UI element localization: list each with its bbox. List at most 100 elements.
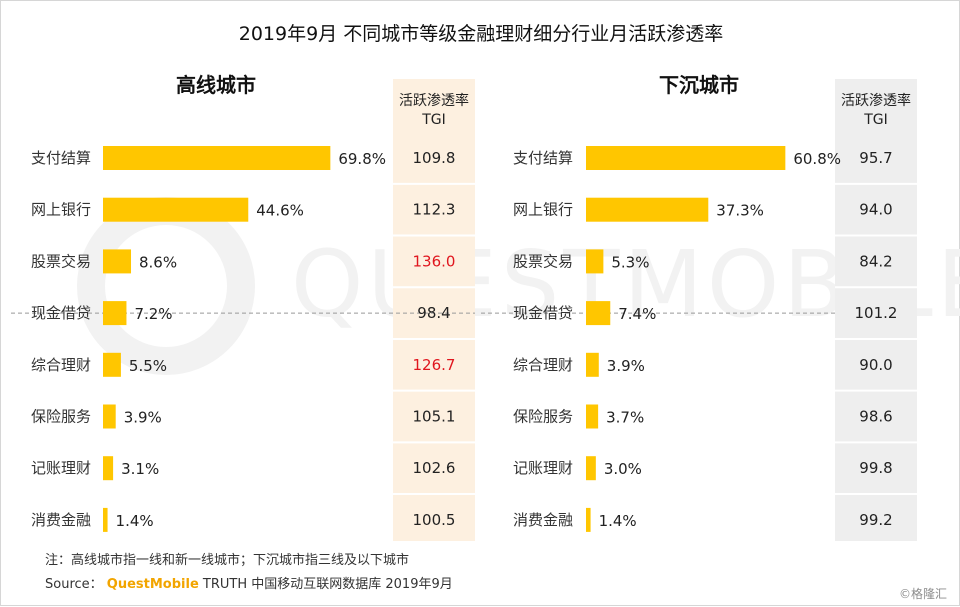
bar-row: 保险服务 3.9% 105.1 <box>31 389 475 429</box>
bar <box>586 197 709 222</box>
value-label: 69.8% <box>338 150 386 168</box>
tgi-value: 126.7 <box>413 356 456 374</box>
value-label: 3.0% <box>604 460 642 478</box>
tgi-value: 98.6 <box>859 408 892 426</box>
bar <box>586 249 604 274</box>
value-label: 7.2% <box>134 305 172 323</box>
tgi-value: 101.2 <box>855 304 898 322</box>
bar <box>103 249 132 274</box>
category-label: 现金借贷 <box>513 304 573 322</box>
bar <box>103 146 331 170</box>
credit-watermark: ©格隆汇 <box>898 587 947 601</box>
tgi-value: 84.2 <box>859 252 892 270</box>
tgi-value: 136.0 <box>413 252 456 270</box>
source-brand: QuestMobile <box>106 577 199 592</box>
tgi-value: 112.3 <box>413 201 456 219</box>
bar <box>103 301 127 326</box>
category-label: 支付结算 <box>31 149 91 167</box>
bar <box>103 404 116 429</box>
category-label: 保险服务 <box>513 408 573 426</box>
category-label: 记账理财 <box>31 459 91 477</box>
value-label: 60.8% <box>793 150 841 168</box>
category-label: 网上银行 <box>513 201 573 219</box>
bar <box>586 301 611 326</box>
tgi-value: 105.1 <box>413 408 456 426</box>
bar-row: 记账理财 3.1% 102.6 <box>31 441 475 481</box>
value-label: 3.7% <box>606 409 644 427</box>
footnote: 注：高线城市指一线和新一线城市；下沉城市指三线及以下城市 <box>45 553 410 568</box>
bar-row: 现金借贷 7.2% 98.4 <box>11 286 475 326</box>
watermark-logo-ring <box>77 197 255 375</box>
value-label: 8.6% <box>139 253 177 271</box>
bar <box>103 352 121 377</box>
tgi-column-bg <box>835 79 917 541</box>
bar <box>586 456 596 481</box>
bar <box>586 507 591 532</box>
value-label: 1.4% <box>599 512 637 530</box>
category-label: 消费金融 <box>31 511 91 529</box>
bar <box>103 507 108 532</box>
bar-row: 支付结算 60.8% 95.7 <box>513 146 893 170</box>
value-label: 37.3% <box>716 202 764 220</box>
category-label: 综合理财 <box>31 356 91 374</box>
value-label: 1.4% <box>116 512 154 530</box>
bar-row: 记账理财 3.0% 99.8 <box>513 441 917 481</box>
bar-row: 综合理财 3.9% 90.0 <box>513 337 917 377</box>
source-label: Source： <box>45 577 103 592</box>
tgi-value: 99.2 <box>859 511 892 529</box>
category-label: 股票交易 <box>513 252 573 270</box>
tgi-value: 100.5 <box>413 511 456 529</box>
source-line: Source： QuestMobile TRUTH 中国移动互联网数据库 201… <box>45 573 453 592</box>
value-label: 5.5% <box>129 357 167 375</box>
bar-row: 网上银行 37.3% 94.0 <box>513 182 917 222</box>
chart-title: 2019年9月 不同城市等级金融理财细分行业月活跃渗透率 <box>238 23 724 45</box>
tgi-value: 95.7 <box>859 149 892 167</box>
bar-row: 现金借贷 7.4% 101.2 <box>481 286 917 326</box>
value-label: 5.3% <box>611 253 649 271</box>
source-rest: TRUTH 中国移动互联网数据库 2019年9月 <box>202 577 453 592</box>
category-label: 股票交易 <box>31 252 91 270</box>
bar <box>586 146 786 170</box>
tgi-value: 109.8 <box>413 149 456 167</box>
tgi-value: 99.8 <box>859 459 892 477</box>
bar <box>103 456 114 481</box>
panel-title: 下沉城市 <box>659 73 739 97</box>
value-label: 44.6% <box>256 202 304 220</box>
bar <box>103 197 249 222</box>
category-label: 现金借贷 <box>31 304 91 322</box>
tgi-value: 94.0 <box>859 201 892 219</box>
value-label: 3.9% <box>607 357 645 375</box>
tgi-value: 102.6 <box>413 459 456 477</box>
bar <box>586 352 599 377</box>
category-label: 记账理财 <box>513 459 573 477</box>
value-label: 3.1% <box>121 460 159 478</box>
category-label: 综合理财 <box>513 356 573 374</box>
bar-row: 消费金融 1.4% 99.2 <box>513 493 917 532</box>
bar-row: 股票交易 5.3% 84.2 <box>513 234 917 274</box>
value-label: 3.9% <box>124 409 162 427</box>
bar-row: 消费金融 1.4% 100.5 <box>31 493 475 532</box>
category-label: 支付结算 <box>513 149 573 167</box>
watermark-layer: QUESTMOBILE <box>77 197 960 375</box>
bar-row: 支付结算 69.8% 109.8 <box>31 146 455 170</box>
value-label: 7.4% <box>618 305 656 323</box>
tgi-header-line1: 活跃渗透率 <box>399 92 469 109</box>
tgi-column-bg <box>393 79 475 541</box>
bar-row: 网上银行 44.6% 112.3 <box>31 182 475 222</box>
bar <box>586 404 599 429</box>
category-label: 网上银行 <box>31 201 91 219</box>
bar-row: 股票交易 8.6% 136.0 <box>31 234 475 274</box>
tgi-header-line1: 活跃渗透率 <box>841 92 911 109</box>
panel-title: 高线城市 <box>176 73 256 97</box>
tgi-value: 90.0 <box>859 356 892 374</box>
bar-row: 综合理财 5.5% 126.7 <box>31 337 475 377</box>
bar-row: 保险服务 3.7% 98.6 <box>513 389 917 429</box>
tgi-header-line2: TGI <box>863 112 888 128</box>
tgi-header-line2: TGI <box>421 112 446 128</box>
tgi-value: 98.4 <box>417 304 450 322</box>
